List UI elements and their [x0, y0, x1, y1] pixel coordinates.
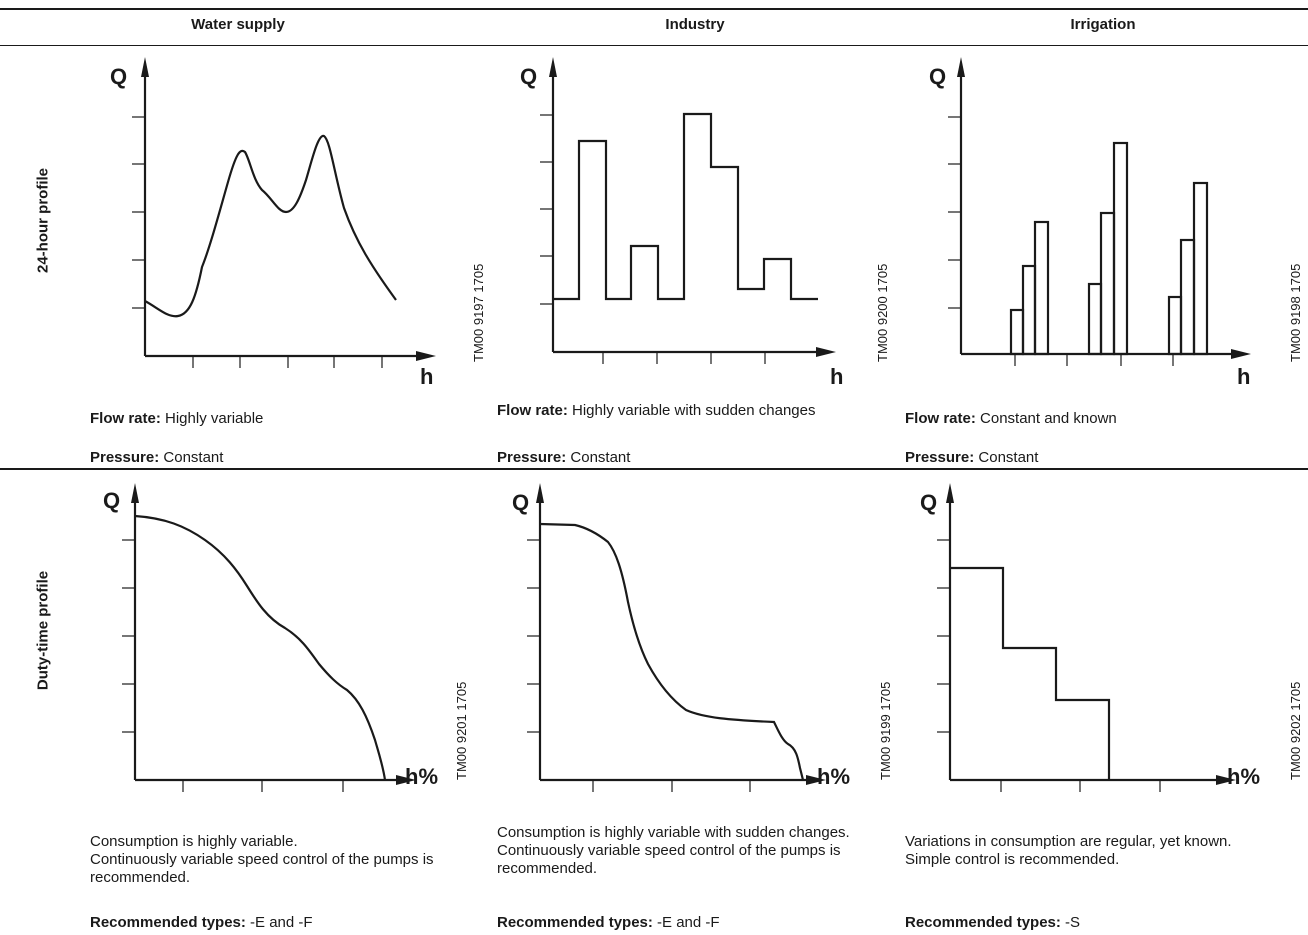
y-axis-letter: Q: [512, 490, 529, 515]
x-axis-letter: h%: [817, 764, 850, 789]
x-axis-letter: h: [1237, 364, 1250, 389]
bar: [1179, 238, 1196, 356]
flow-step-line: [553, 112, 818, 301]
row-divider: [0, 468, 1308, 470]
bar: [1099, 211, 1116, 356]
figure-code: TM00 9201 1705: [454, 681, 469, 780]
bar: [1087, 282, 1103, 356]
water-supply-24h-graph: Q h: [110, 57, 436, 389]
column-header-irrigation: Irrigation: [1070, 16, 1136, 33]
recommended-types-text: Recommended types: -S: [905, 914, 1081, 931]
y-axis-letter: Q: [103, 488, 120, 513]
bar: [1192, 181, 1209, 356]
x-axis-letter: h%: [405, 764, 438, 789]
description-text: Consumption is highly variable. Continuo…: [90, 833, 434, 886]
recommended-types-text: Recommended types: -E and -F: [497, 914, 720, 931]
duty-curve: [134, 514, 387, 781]
y-axis-letter: Q: [929, 64, 946, 89]
bar: [1021, 264, 1037, 356]
pressure-text: Pressure: Constant: [497, 449, 631, 466]
row-label-duty-time-profile: Duty-time profile: [34, 570, 52, 691]
bar: [1167, 295, 1183, 356]
y-axis-letter: Q: [110, 64, 127, 89]
description-text: Consumption is highly variable with sudd…: [497, 824, 850, 877]
irrigation-24h-graph: Q h: [929, 57, 1251, 389]
top-rule: [0, 8, 1308, 10]
header-rule: [0, 45, 1308, 46]
irrigation-duty-graph: Q h%: [920, 483, 1260, 792]
water-supply-duty-graph: Q h%: [103, 483, 438, 792]
y-axis-letter: Q: [520, 64, 537, 89]
figure-code: TM00 9198 1705: [1288, 263, 1303, 362]
pressure-text: Pressure: Constant: [90, 449, 224, 466]
industry-duty-graph: Q h%: [512, 483, 850, 792]
bar: [1033, 220, 1050, 356]
y-axis-letter: Q: [920, 490, 937, 515]
column-header-water-supply: Water supply: [191, 16, 285, 33]
pressure-text: Pressure: Constant: [905, 449, 1039, 466]
flow-rate-text: Flow rate: Constant and known: [905, 410, 1117, 427]
x-axis-letter: h: [830, 364, 843, 389]
row-label-24-hour-profile: 24-hour profile: [34, 168, 52, 274]
duty-step-line: [950, 566, 1111, 780]
x-axis-letter: h: [420, 364, 433, 389]
flow-rate-text: Flow rate: Highly variable with sudden c…: [497, 402, 816, 419]
figure-code: TM00 9199 1705: [878, 681, 893, 780]
flow-rate-text: Flow rate: Highly variable: [90, 410, 264, 427]
column-header-industry: Industry: [665, 16, 725, 33]
bar: [1009, 308, 1025, 356]
x-axis-letter: h%: [1227, 764, 1260, 789]
industry-24h-graph: Q h: [520, 57, 843, 389]
duty-curve: [539, 522, 805, 781]
bar: [1112, 141, 1129, 356]
description-text: Variations in consumption are regular, y…: [905, 833, 1232, 868]
recommended-types-text: Recommended types: -E and -F: [90, 914, 313, 931]
figure-code: TM00 9202 1705: [1288, 681, 1303, 780]
figure-code: TM00 9200 1705: [875, 263, 890, 362]
flow-curve: [144, 134, 397, 318]
figure-code: TM00 9197 1705: [471, 263, 486, 362]
